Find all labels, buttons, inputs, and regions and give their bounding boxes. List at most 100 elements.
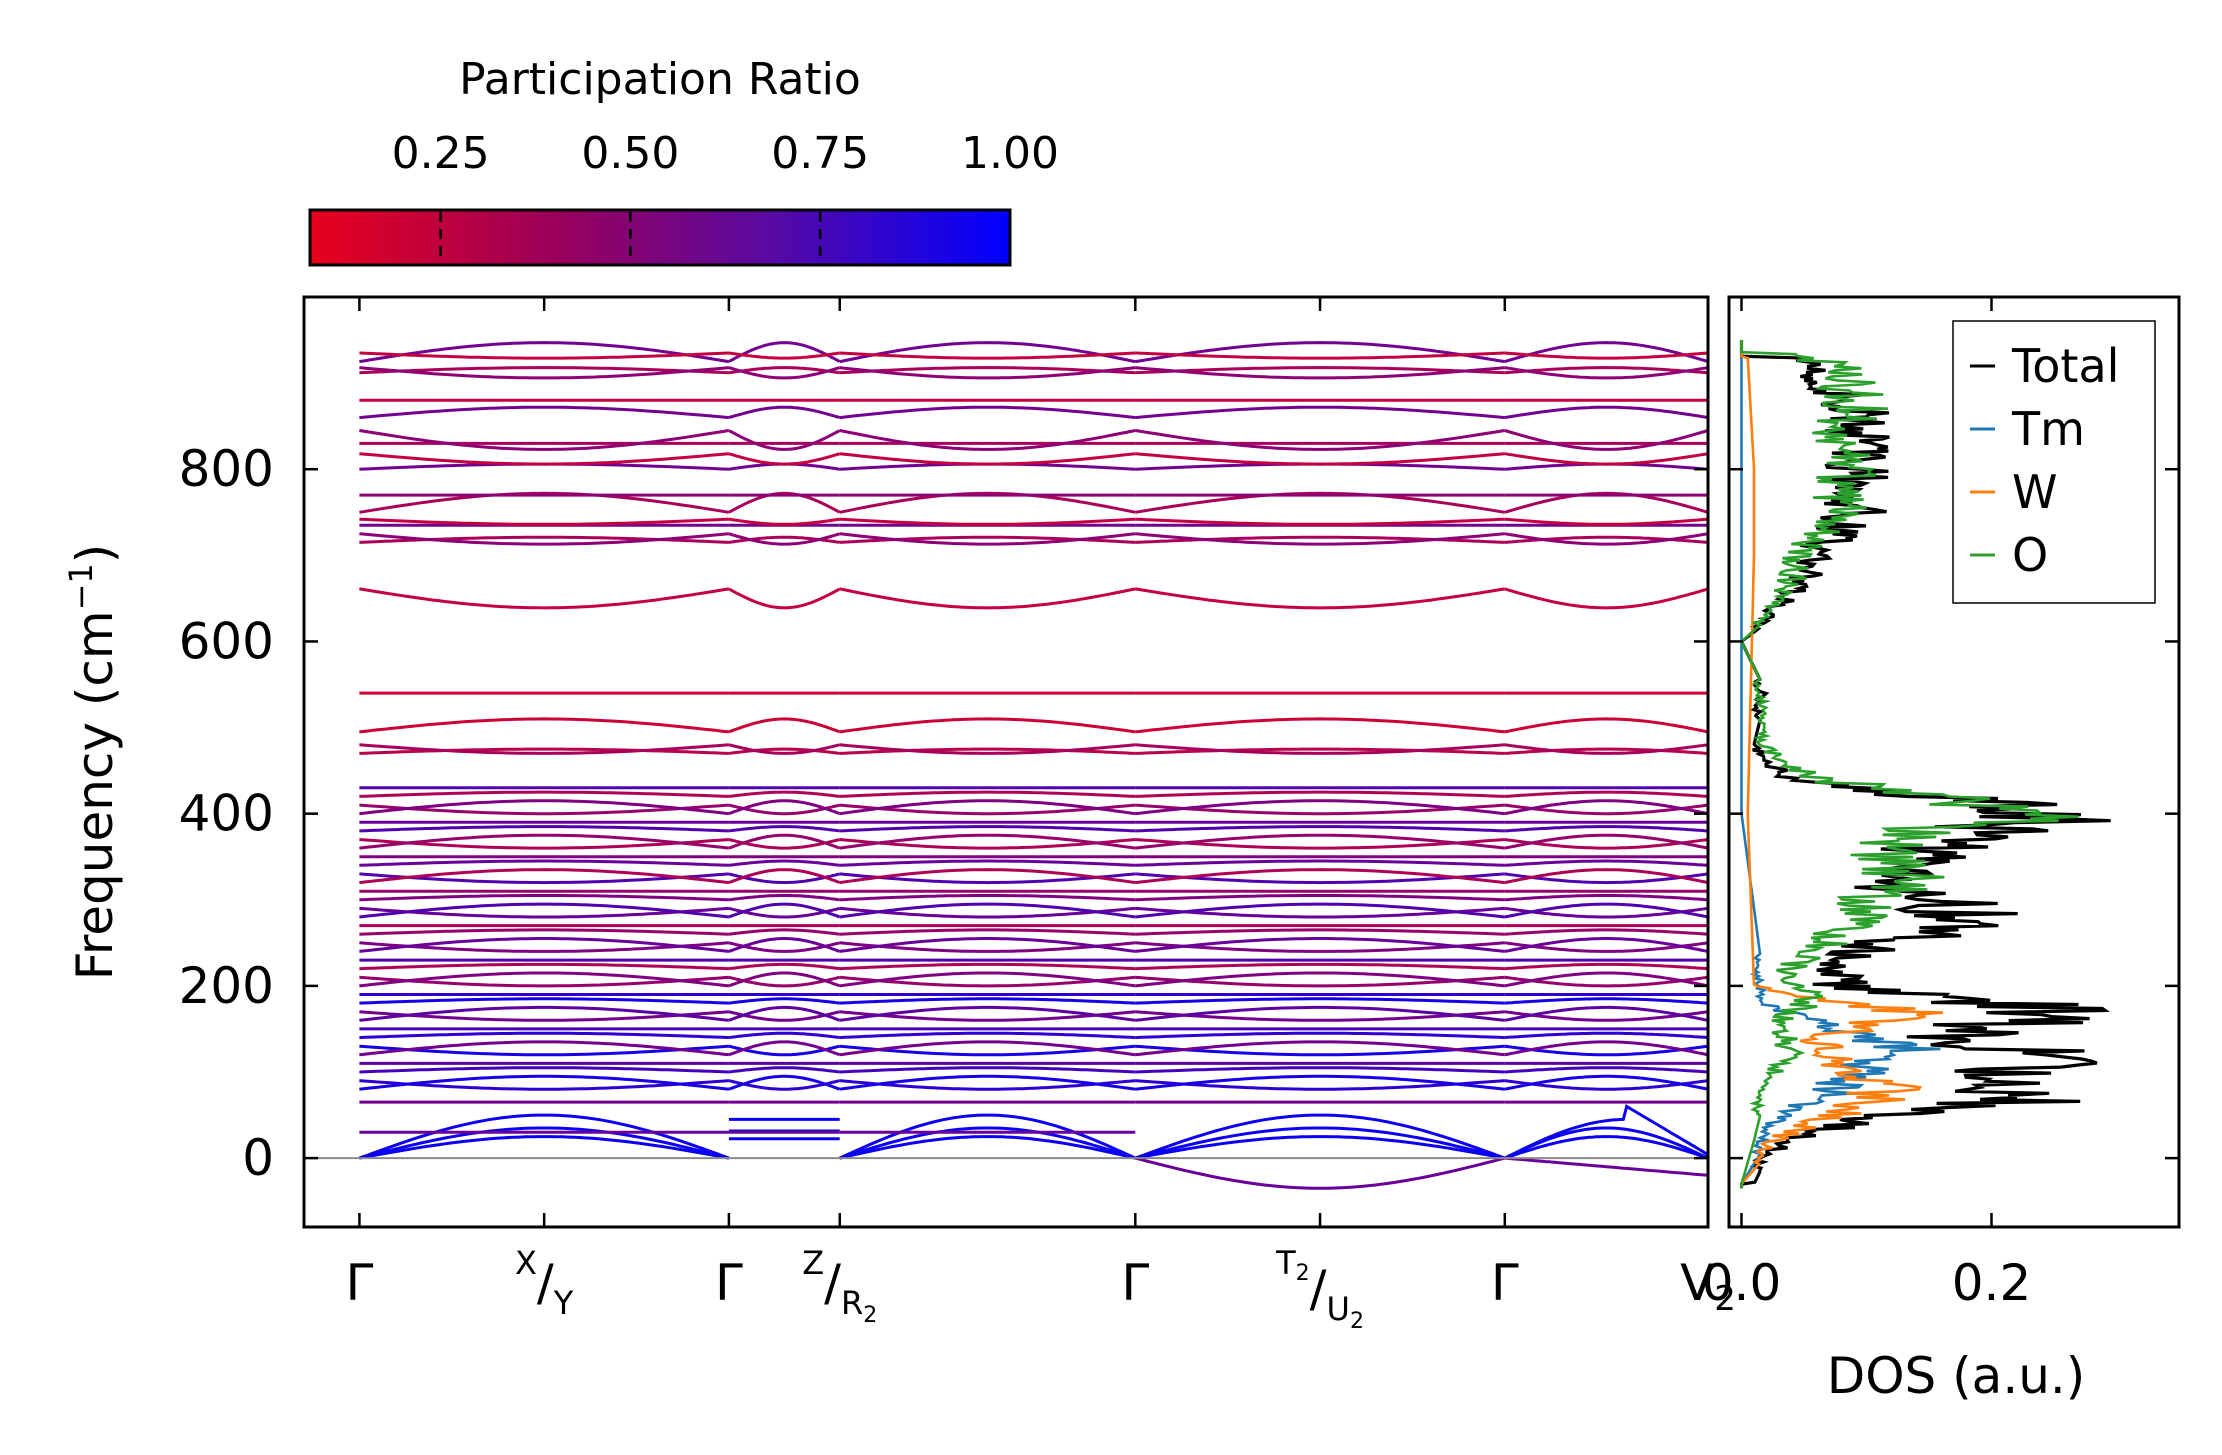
- band-line: [1135, 1010, 1505, 1022]
- band-line: [1135, 587, 1506, 610]
- band-line: [839, 1066, 1136, 1074]
- band-line: [359, 532, 730, 546]
- band-line: [1504, 962, 1708, 971]
- band-line: [839, 937, 1136, 953]
- band-line: [1135, 906, 1505, 919]
- band-line: [839, 838, 1136, 850]
- band-axes-frame: [302, 295, 1710, 1229]
- band-line: [728, 366, 840, 375]
- band-line: [1504, 937, 1708, 953]
- band-line: [359, 1031, 729, 1040]
- band-line: [1504, 491, 1708, 514]
- dos-line-total: [1739, 340, 2111, 1189]
- band-line: [1504, 894, 1708, 902]
- band-line: [728, 971, 841, 988]
- band-structure-panel: 0 200 400 600 800 Γ X/Y Γ Z/R2 Γ T2/U2 Γ V2 Frequen…: [62, 295, 1736, 1334]
- band-line: [1504, 517, 1708, 526]
- band-line: [1504, 1079, 1708, 1091]
- band-line: [1135, 872, 1505, 885]
- band-line: [1135, 747, 1505, 755]
- band-line: [1135, 941, 1505, 953]
- band-line: [1504, 405, 1708, 420]
- band-line: [1504, 1074, 1708, 1091]
- band-line: [728, 1074, 841, 1091]
- band-line: [728, 1066, 840, 1074]
- band-line: [359, 825, 729, 833]
- band-line: [1504, 868, 1708, 885]
- band-line: [839, 941, 1136, 953]
- band-line: [728, 859, 840, 867]
- band-line: [839, 803, 1136, 816]
- band-line: [359, 799, 730, 816]
- band-line: [1504, 1010, 1708, 1022]
- band-line: [839, 928, 1136, 936]
- band-line: [1135, 1005, 1505, 1022]
- band-line: [1135, 1079, 1505, 1091]
- band-line: [1135, 790, 1505, 798]
- band-line: [728, 799, 841, 816]
- band-line: [1135, 997, 1505, 1005]
- band-line: [359, 928, 729, 936]
- band-line: [1504, 803, 1708, 816]
- x-tick-label: Γ: [715, 1254, 743, 1312]
- colorbar-tick-label: 0.25: [392, 128, 490, 179]
- band-line: [839, 997, 1136, 1005]
- band-line: [359, 1066, 729, 1074]
- band-line: [1504, 971, 1708, 988]
- band-line: [1135, 517, 1505, 526]
- band-line: [839, 1031, 1136, 1040]
- dos-x-tick-label: 0.0: [1702, 1254, 1782, 1312]
- band-line: [728, 341, 841, 363]
- colorbar-tick-label: 1.00: [961, 128, 1059, 179]
- band-line: [1504, 859, 1708, 867]
- band-line: [1135, 1031, 1505, 1040]
- band-line: [359, 906, 729, 919]
- colorbar-tick-label: 0.75: [771, 128, 869, 179]
- band-line: [1504, 975, 1708, 988]
- band-line: [359, 997, 729, 1005]
- band-line: [1504, 717, 1708, 734]
- acoustic-band-line: [359, 1126, 730, 1160]
- band-line: [839, 872, 1136, 885]
- band-line: [1135, 868, 1505, 885]
- band-line: [1135, 491, 1506, 514]
- band-line: [839, 799, 1136, 816]
- band-line: [728, 868, 841, 884]
- acoustic-band-line: [839, 1126, 1136, 1160]
- band-line: [1135, 743, 1505, 755]
- band-line: [839, 491, 1136, 514]
- band-line: [1135, 928, 1505, 936]
- band-line: [839, 429, 1136, 451]
- band-line: [1135, 429, 1506, 451]
- band-line: [359, 491, 730, 514]
- colorbar-title: Participation Ratio: [459, 54, 861, 105]
- band-line: [839, 971, 1136, 988]
- band-line: [839, 962, 1136, 971]
- band-line: [1135, 341, 1506, 364]
- band-line: [728, 937, 841, 953]
- band-line: [839, 902, 1136, 919]
- legend-label: Tm: [2011, 402, 2085, 456]
- band-line: [1504, 747, 1708, 755]
- dos-ticks: 0.0 0.2: [1702, 297, 2179, 1312]
- band-line: [839, 452, 1136, 466]
- band-line: [839, 1044, 1136, 1057]
- acoustic-band-line: [1504, 1104, 1708, 1160]
- band-line: [728, 894, 840, 902]
- legend-label: O: [2012, 528, 2048, 582]
- band-line: [728, 366, 841, 380]
- band-line: [728, 838, 841, 850]
- band-line: [839, 587, 1136, 610]
- band-line: [1135, 351, 1505, 360]
- band-line: [839, 859, 1136, 867]
- y-tick-label: 800: [179, 440, 274, 498]
- band-line: [728, 997, 840, 1005]
- band-line: [1135, 366, 1505, 380]
- band-line: [1135, 859, 1505, 867]
- band-line: [359, 937, 730, 953]
- band-line: [359, 872, 730, 885]
- x-tick-label: T2/U2: [1275, 1244, 1364, 1334]
- band-line: [728, 517, 840, 526]
- band-line: [1504, 997, 1708, 1005]
- band-line: [728, 405, 841, 420]
